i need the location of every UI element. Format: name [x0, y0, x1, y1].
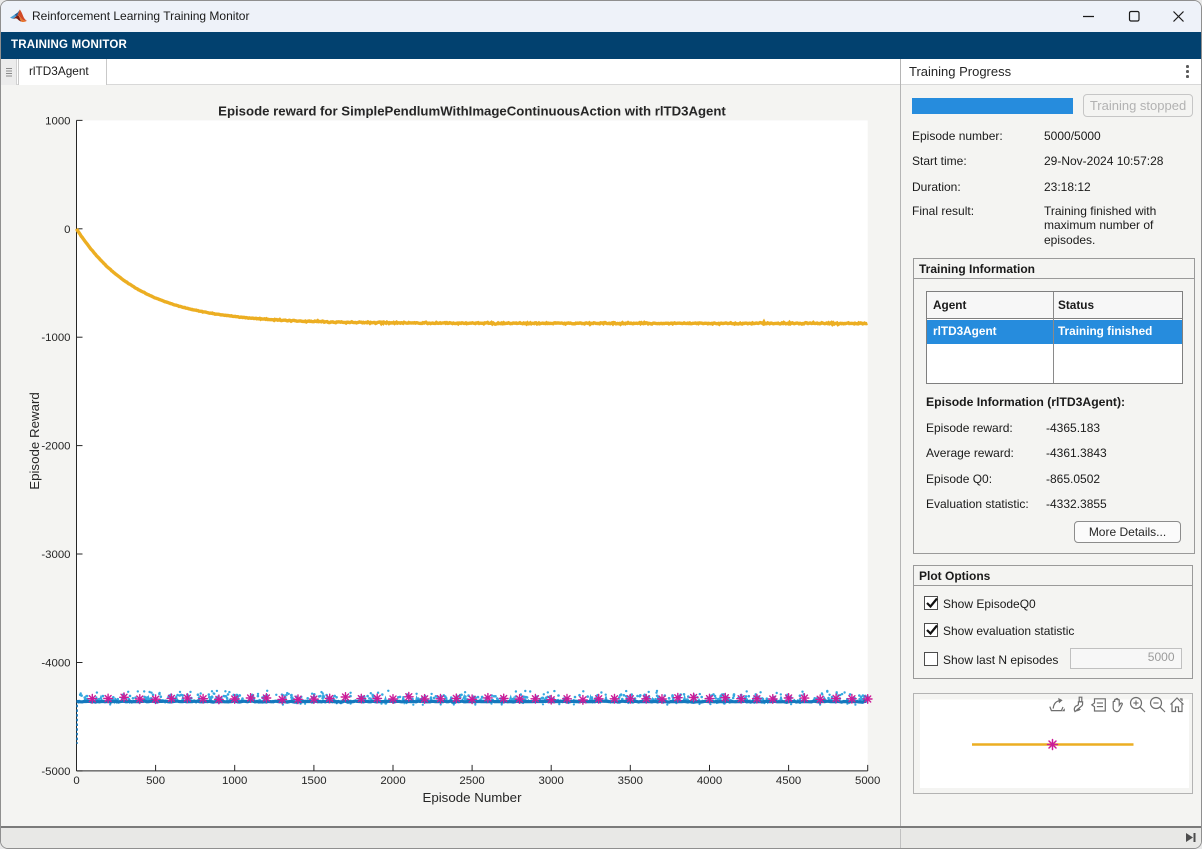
svg-text:4500: 4500 — [776, 775, 801, 787]
svg-text:2000: 2000 — [380, 775, 405, 787]
svg-text:3500: 3500 — [618, 775, 643, 787]
svg-text:2500: 2500 — [459, 775, 484, 787]
svg-text:-5000: -5000 — [41, 766, 70, 778]
svg-text:Episode reward for SimplePendl: Episode reward for SimplePendlumWithImag… — [218, 104, 726, 119]
svg-text:0: 0 — [64, 224, 70, 236]
svg-text:0: 0 — [73, 775, 79, 787]
svg-text:Episode Number: Episode Number — [422, 790, 522, 805]
svg-text:1000: 1000 — [45, 115, 70, 127]
svg-text:Episode Reward: Episode Reward — [27, 392, 42, 490]
svg-text:1500: 1500 — [301, 775, 326, 787]
svg-text:-4000: -4000 — [41, 658, 70, 670]
svg-text:500: 500 — [146, 775, 165, 787]
svg-text:-3000: -3000 — [41, 549, 70, 561]
svg-text:1000: 1000 — [222, 775, 247, 787]
svg-text:4000: 4000 — [697, 775, 722, 787]
svg-text:3000: 3000 — [539, 775, 564, 787]
svg-text:5000: 5000 — [855, 775, 880, 787]
svg-text:-1000: -1000 — [41, 332, 70, 344]
svg-text:-2000: -2000 — [41, 441, 70, 453]
